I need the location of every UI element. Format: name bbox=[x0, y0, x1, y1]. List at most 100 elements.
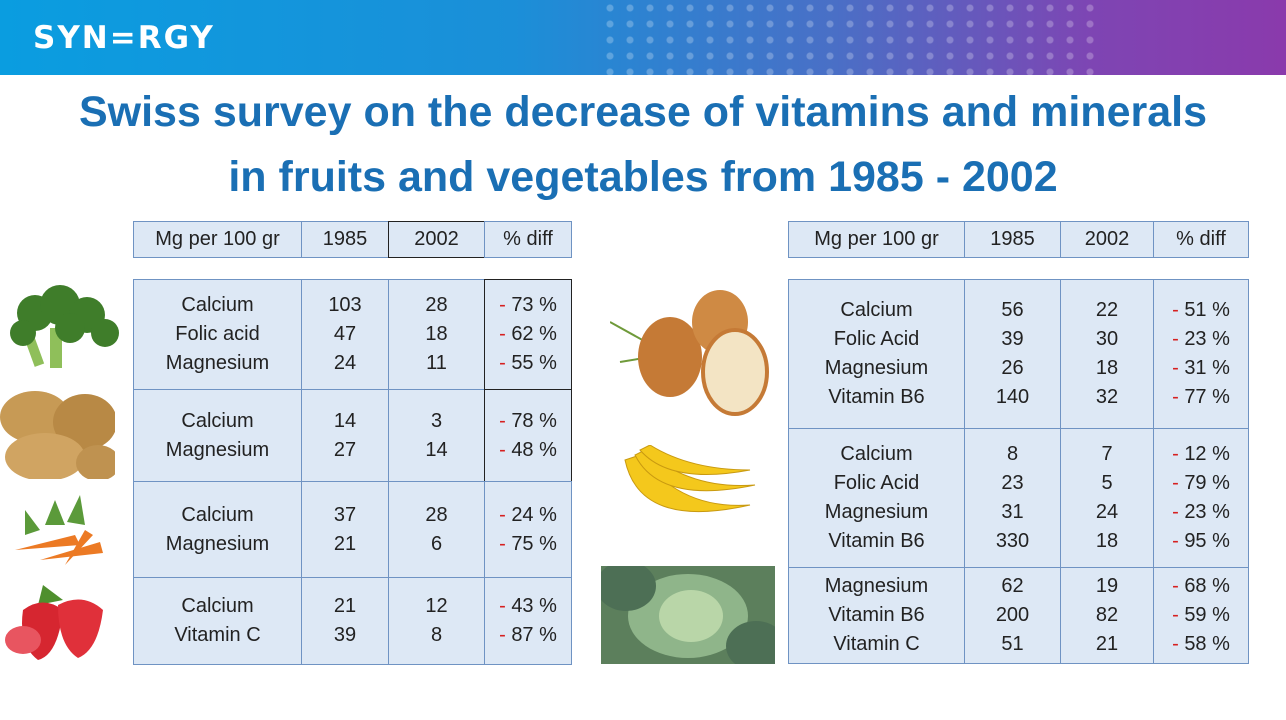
percent-value: 87 % bbox=[511, 624, 557, 646]
right-onions-percent-diff-cell: - 51 % - 23 % - 31 % - 77 % bbox=[1153, 279, 1249, 429]
header-label: % diff bbox=[503, 228, 553, 250]
minus-sign: - bbox=[1172, 443, 1179, 465]
bananas-image bbox=[624, 445, 756, 512]
value-1985: 200 bbox=[995, 604, 1030, 626]
nutrient: Magnesium bbox=[165, 532, 270, 555]
left-potatoes-nutrient-cell: Calcium Magnesium bbox=[133, 389, 302, 482]
value-1985: 37 bbox=[333, 503, 357, 526]
value-1985: 140 bbox=[995, 386, 1030, 408]
minus-sign: - bbox=[1172, 530, 1179, 552]
percent-value: 23 % bbox=[1184, 501, 1230, 523]
strawberries-image bbox=[5, 585, 103, 660]
minus-sign: - bbox=[1172, 633, 1179, 655]
right-bananas-value-1985-cell: 8 23 31 330 bbox=[964, 428, 1061, 568]
minus-sign: - bbox=[499, 503, 506, 526]
value-1985: 39 bbox=[333, 624, 357, 646]
nutrient: Vitamin B6 bbox=[828, 604, 925, 626]
nutrient: Vitamin B6 bbox=[828, 530, 925, 552]
right-cabbage-value-1985-cell: 62 200 51 bbox=[964, 567, 1061, 664]
nutrient: Magnesium bbox=[824, 501, 929, 523]
percent-value: 58 % bbox=[1184, 633, 1230, 655]
header-value-2002: 2002 bbox=[388, 221, 485, 258]
percent-diff: - 75 % bbox=[499, 530, 557, 559]
nutrient: Calcium bbox=[181, 503, 254, 526]
left-potatoes-value-1985-cell: 14 27 bbox=[301, 389, 389, 482]
percent-diff: - 87 % bbox=[499, 621, 557, 650]
header-percent-diff: % diff bbox=[1153, 221, 1249, 258]
right-cabbage-percent-diff-cell: - 68 % - 59 % - 58 % bbox=[1153, 567, 1249, 664]
right-bananas-value-2002-cell: 7 5 24 18 bbox=[1060, 428, 1154, 568]
header-percent-diff: % diff bbox=[484, 221, 572, 258]
value-1985: 8 bbox=[1006, 443, 1019, 465]
right-onions-nutrient-cell: Calcium Folic Acid Magnesium Vitamin B6 bbox=[788, 279, 965, 429]
nutrient: Vitamin C bbox=[833, 633, 920, 655]
header-value-1985: 1985 bbox=[964, 221, 1061, 258]
header-nutrient: Mg per 100 gr bbox=[133, 221, 302, 258]
left-broccoli-percent-diff-cell: - 73 % - 62 % - 55 % bbox=[484, 279, 572, 390]
value-2002: 18 bbox=[1095, 530, 1119, 552]
value-2002: 14 bbox=[425, 438, 448, 461]
value-2002: 22 bbox=[1095, 299, 1119, 321]
value-2002: 18 bbox=[425, 323, 448, 345]
nutrient: Magnesium bbox=[824, 357, 929, 379]
value-2002: 28 bbox=[425, 503, 448, 526]
minus-sign: - bbox=[1172, 604, 1179, 626]
header-label: 2002 bbox=[1084, 228, 1130, 250]
left-broccoli-value-2002-cell: 28 18 11 bbox=[388, 279, 485, 390]
percent-diff: - 58 % bbox=[1172, 630, 1230, 659]
percent-value: 51 % bbox=[1184, 299, 1230, 321]
percent-diff: - 59 % bbox=[1172, 601, 1230, 630]
nutrient: Vitamin C bbox=[174, 624, 261, 646]
slide-title-line-1: Swiss survey on the decrease of vitamins… bbox=[78, 88, 1207, 136]
onions-image bbox=[610, 290, 769, 416]
value-1985: 330 bbox=[995, 530, 1030, 552]
value-1985: 26 bbox=[1001, 357, 1024, 379]
value-1985: 14 bbox=[333, 409, 357, 432]
minus-sign: - bbox=[499, 595, 506, 617]
header-nutrient: Mg per 100 gr bbox=[788, 221, 965, 258]
percent-value: 79 % bbox=[1184, 472, 1230, 494]
percent-diff: - 62 % bbox=[499, 320, 557, 349]
percent-diff: - 51 % bbox=[1172, 296, 1230, 325]
value-2002: 18 bbox=[1095, 357, 1119, 379]
value-2002: 12 bbox=[425, 595, 448, 617]
value-2002: 28 bbox=[425, 294, 448, 316]
value-1985: 21 bbox=[333, 595, 357, 617]
percent-diff: - 43 % bbox=[499, 592, 557, 621]
value-2002: 11 bbox=[426, 352, 447, 374]
minus-sign: - bbox=[499, 409, 506, 432]
nutrient: Magnesium bbox=[165, 438, 270, 461]
minus-sign: - bbox=[499, 323, 506, 345]
nutrient: Folic acid bbox=[175, 323, 260, 345]
nutrient: Magnesium bbox=[824, 575, 929, 597]
minus-sign: - bbox=[1172, 575, 1179, 597]
header-label: 1985 bbox=[322, 228, 368, 250]
percent-diff: - 23 % bbox=[1172, 325, 1230, 354]
percent-value: 12 % bbox=[1184, 443, 1230, 465]
nutrient: Calcium bbox=[181, 294, 254, 316]
minus-sign: - bbox=[1172, 501, 1179, 523]
value-2002: 21 bbox=[1095, 633, 1119, 655]
percent-value: 48 % bbox=[511, 438, 557, 461]
synergy-logo: SYN=RGY bbox=[33, 20, 215, 56]
percent-value: 55 % bbox=[511, 352, 557, 374]
nutrient: Calcium bbox=[840, 443, 913, 465]
percent-value: 24 % bbox=[511, 503, 557, 526]
left-strawberries-value-2002-cell: 12 8 bbox=[388, 577, 485, 665]
value-2002: 19 bbox=[1095, 575, 1119, 597]
minus-sign: - bbox=[1172, 472, 1179, 494]
left-broccoli-nutrient-cell: Calcium Folic acid Magnesium bbox=[133, 279, 302, 390]
minus-sign: - bbox=[499, 532, 506, 555]
nutrient: Magnesium bbox=[165, 352, 270, 374]
value-2002: 3 bbox=[430, 409, 443, 432]
header-label: % diff bbox=[1176, 228, 1226, 250]
percent-diff: - 95 % bbox=[1172, 527, 1230, 556]
broccoli-image bbox=[10, 285, 119, 368]
minus-sign: - bbox=[1172, 386, 1179, 408]
percent-value: 77 % bbox=[1184, 386, 1230, 408]
percent-value: 31 % bbox=[1184, 357, 1230, 379]
value-2002: 8 bbox=[430, 624, 443, 646]
value-1985: 31 bbox=[1001, 501, 1024, 523]
percent-diff: - 55 % bbox=[499, 349, 557, 378]
right-onions-value-1985-cell: 56 39 26 140 bbox=[964, 279, 1061, 429]
